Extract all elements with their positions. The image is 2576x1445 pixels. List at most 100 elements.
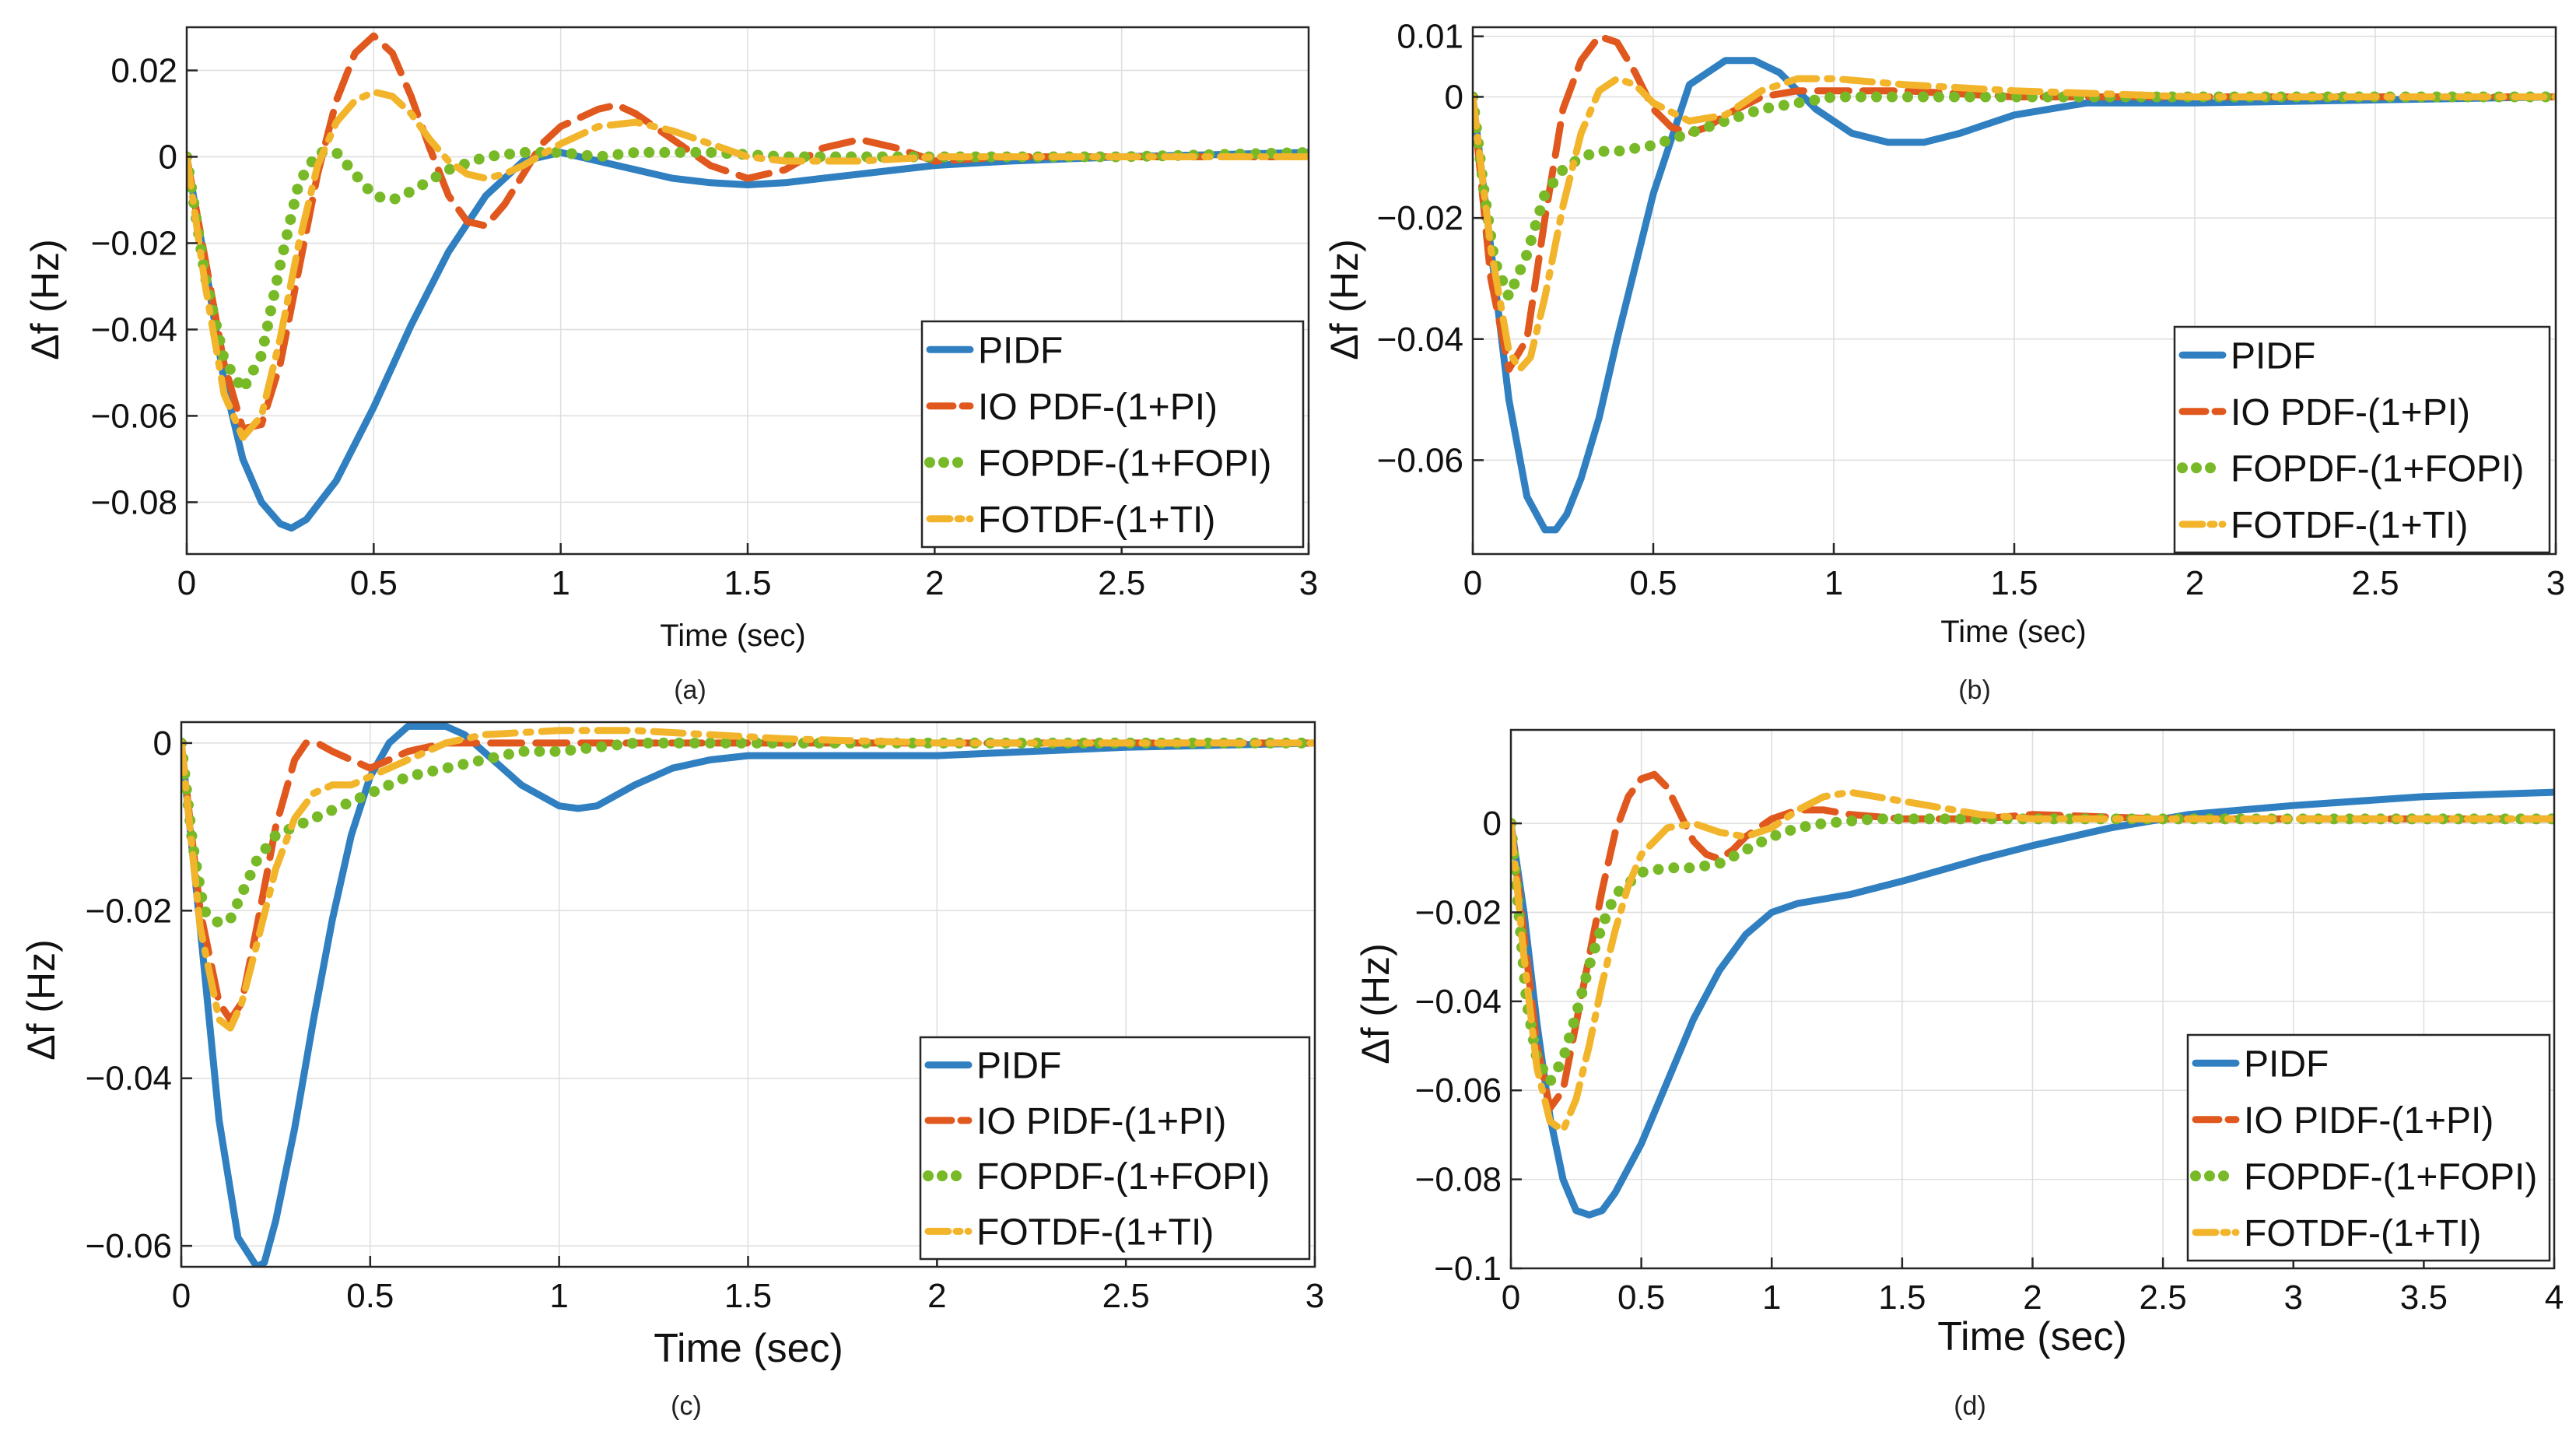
series-line-fopdf (1511, 813, 2554, 1087)
legend: PIDF IO PDF-(1+PI) FOPDF-(1+FOPI) FOTDF-(1+… (920, 320, 1305, 549)
x-tick-label: 3 (2284, 1278, 2303, 1317)
y-tick-label: −0.1 (1434, 1250, 1502, 1288)
series-line-fotdf (1511, 788, 2554, 1135)
y-tick-label: −0.04 (1377, 321, 1463, 359)
series-line-pidf (181, 722, 1315, 1267)
legend-label: FOTDF-(1+TI) (978, 500, 1215, 541)
legend: PIDF IO PDF-(1+PI) FOPDF-(1+FOPI) FOTDF-(1+… (2173, 325, 2551, 554)
x-tick-label: 0.5 (1629, 564, 1677, 602)
y-tick-label: −0.02 (1377, 199, 1463, 237)
panel-caption: (b) (1958, 675, 1991, 705)
series-group (181, 722, 1315, 1267)
y-axis-label: Δf (Hz) (19, 939, 63, 1061)
panel-caption: (c) (671, 1391, 702, 1421)
y-tick-label: −0.06 (1415, 1071, 1502, 1110)
y-tick-label: −0.04 (91, 310, 177, 349)
x-tick-label: 2 (925, 564, 944, 602)
x-tick-label: 1.5 (1878, 1278, 1926, 1317)
x-tick-label: 4 (2545, 1278, 2564, 1317)
y-tick-label: 0.02 (110, 51, 177, 89)
y-tick-label: −0.08 (91, 483, 177, 521)
y-axis-label: Δf (Hz) (1354, 943, 1397, 1064)
x-tick-label: 1.5 (724, 1277, 772, 1315)
series-line-fotdf (187, 88, 1309, 441)
x-tick-label: 0.5 (350, 564, 398, 602)
x-axis-label: Time (sec) (1937, 1314, 2127, 1359)
x-tick-label: 0 (1463, 564, 1482, 602)
y-tick-label: −0.06 (86, 1227, 172, 1265)
y-tick-label: −0.04 (86, 1060, 172, 1098)
legend-box (919, 1036, 1311, 1261)
x-tick-label: 2 (2185, 564, 2204, 602)
y-tick-label: −0.08 (1415, 1161, 1502, 1199)
x-tick-label: 1.5 (724, 564, 771, 602)
series-line-fotdf (1473, 75, 2556, 374)
chart-panel-b: 0 0.5 1 1.5 2 2.5 3 −0.06 −0.04 −0.02 0 0.01 Time (s… (1323, 18, 2565, 705)
legend-box (920, 320, 1305, 549)
x-tick-label: 3.5 (2400, 1278, 2448, 1317)
x-tick-label: 3 (2546, 564, 2565, 602)
x-tick-label: 2.5 (1098, 564, 1145, 602)
x-tick-label: 2 (927, 1277, 946, 1315)
legend-label: IO PDF-(1+PI) (978, 387, 1218, 428)
chart-panel-d: 0 0.5 1 1.5 2 2.5 3 3.5 4 −0.1 −0.08 −0.06 −0.04 −0.0… (1354, 728, 2564, 1421)
x-tick-label: 1 (1762, 1278, 1781, 1317)
y-tick-label: 0 (1483, 805, 1502, 843)
x-axis-label: Time (sec) (654, 1326, 843, 1371)
legend-label: FOTDF-(1+TI) (2244, 1213, 2481, 1254)
x-tick-label: 0.5 (346, 1277, 394, 1315)
series-line-io (1473, 33, 2556, 374)
x-tick-label: 1.5 (1990, 564, 2038, 602)
legend-label: IO PIDF-(1+PI) (2244, 1100, 2494, 1142)
x-tick-label: 1 (1824, 564, 1843, 602)
y-axis-label: Δf (Hz) (1323, 239, 1366, 360)
series-line-pidf (1473, 57, 2556, 534)
x-tick-label: 3 (1306, 1277, 1324, 1315)
x-tick-label: 0 (177, 564, 196, 602)
series-line-pidf (1511, 788, 2554, 1219)
x-tick-label: 1 (549, 1277, 568, 1315)
series-group (187, 32, 1309, 532)
legend-label: PIDF (978, 330, 1063, 371)
legend: PIDF IO PIDF-(1+PI) FOPDF-(1+FOPI) FOTDF-(1… (2186, 1033, 2551, 1262)
chart-panel-c: 0 0.5 1 1.5 2 2.5 3 −0.06 −0.04 −0.02 0 Time (sec) Δ… (19, 721, 1324, 1421)
x-tick-label: 2.5 (2351, 564, 2399, 602)
x-tick-label: 0 (172, 1277, 191, 1315)
legend-label: FOPDF-(1+FOPI) (976, 1156, 1270, 1198)
legend-label: PIDF (976, 1046, 1061, 1087)
legend-label: FOPDF-(1+FOPI) (978, 443, 1271, 484)
x-axis-label: Time (sec) (660, 619, 805, 653)
y-tick-label: −0.02 (91, 224, 177, 262)
panel-caption: (a) (674, 675, 706, 705)
series-line-fopdf (1473, 91, 2556, 303)
x-axis-label: Time (sec) (1940, 615, 2086, 649)
legend-box (2173, 325, 2551, 554)
series-line-fopdf (181, 737, 1315, 929)
legend-label: FOPDF-(1+FOPI) (2231, 448, 2524, 489)
series-group (1511, 770, 2554, 1219)
x-tick-label: 1 (551, 564, 570, 602)
legend: PIDF IO PIDF-(1+PI) FOPDF-(1+FOPI) FOTDF-(1… (919, 1036, 1311, 1261)
series-group (1473, 33, 2556, 534)
x-tick-label: 2 (2023, 1278, 2042, 1317)
x-tick-label: 2.5 (2140, 1278, 2187, 1317)
y-tick-label: −0.04 (1415, 983, 1502, 1021)
series-line-io (187, 32, 1309, 433)
series-line-fotdf (181, 727, 1315, 1032)
legend-label: FOPDF-(1+FOPI) (2244, 1156, 2537, 1198)
y-tick-label: −0.02 (86, 892, 172, 930)
y-tick-label: −0.02 (1415, 893, 1502, 931)
y-axis-label: Δf (Hz) (23, 239, 67, 360)
legend-label: IO PIDF-(1+PI) (976, 1101, 1226, 1142)
x-tick-label: 0.5 (1617, 1278, 1665, 1317)
y-tick-label: −0.06 (1377, 441, 1463, 479)
y-tick-label: 0.01 (1397, 18, 1463, 56)
y-tick-label: 0 (153, 724, 172, 763)
legend-label: FOTDF-(1+TI) (976, 1212, 1214, 1253)
x-tick-label: 2.5 (1102, 1277, 1150, 1315)
panel-caption: (d) (1954, 1391, 1986, 1421)
x-tick-label: 3 (1299, 564, 1318, 602)
legend-label: PIDF (2244, 1043, 2329, 1085)
y-tick-label: 0 (159, 138, 177, 176)
